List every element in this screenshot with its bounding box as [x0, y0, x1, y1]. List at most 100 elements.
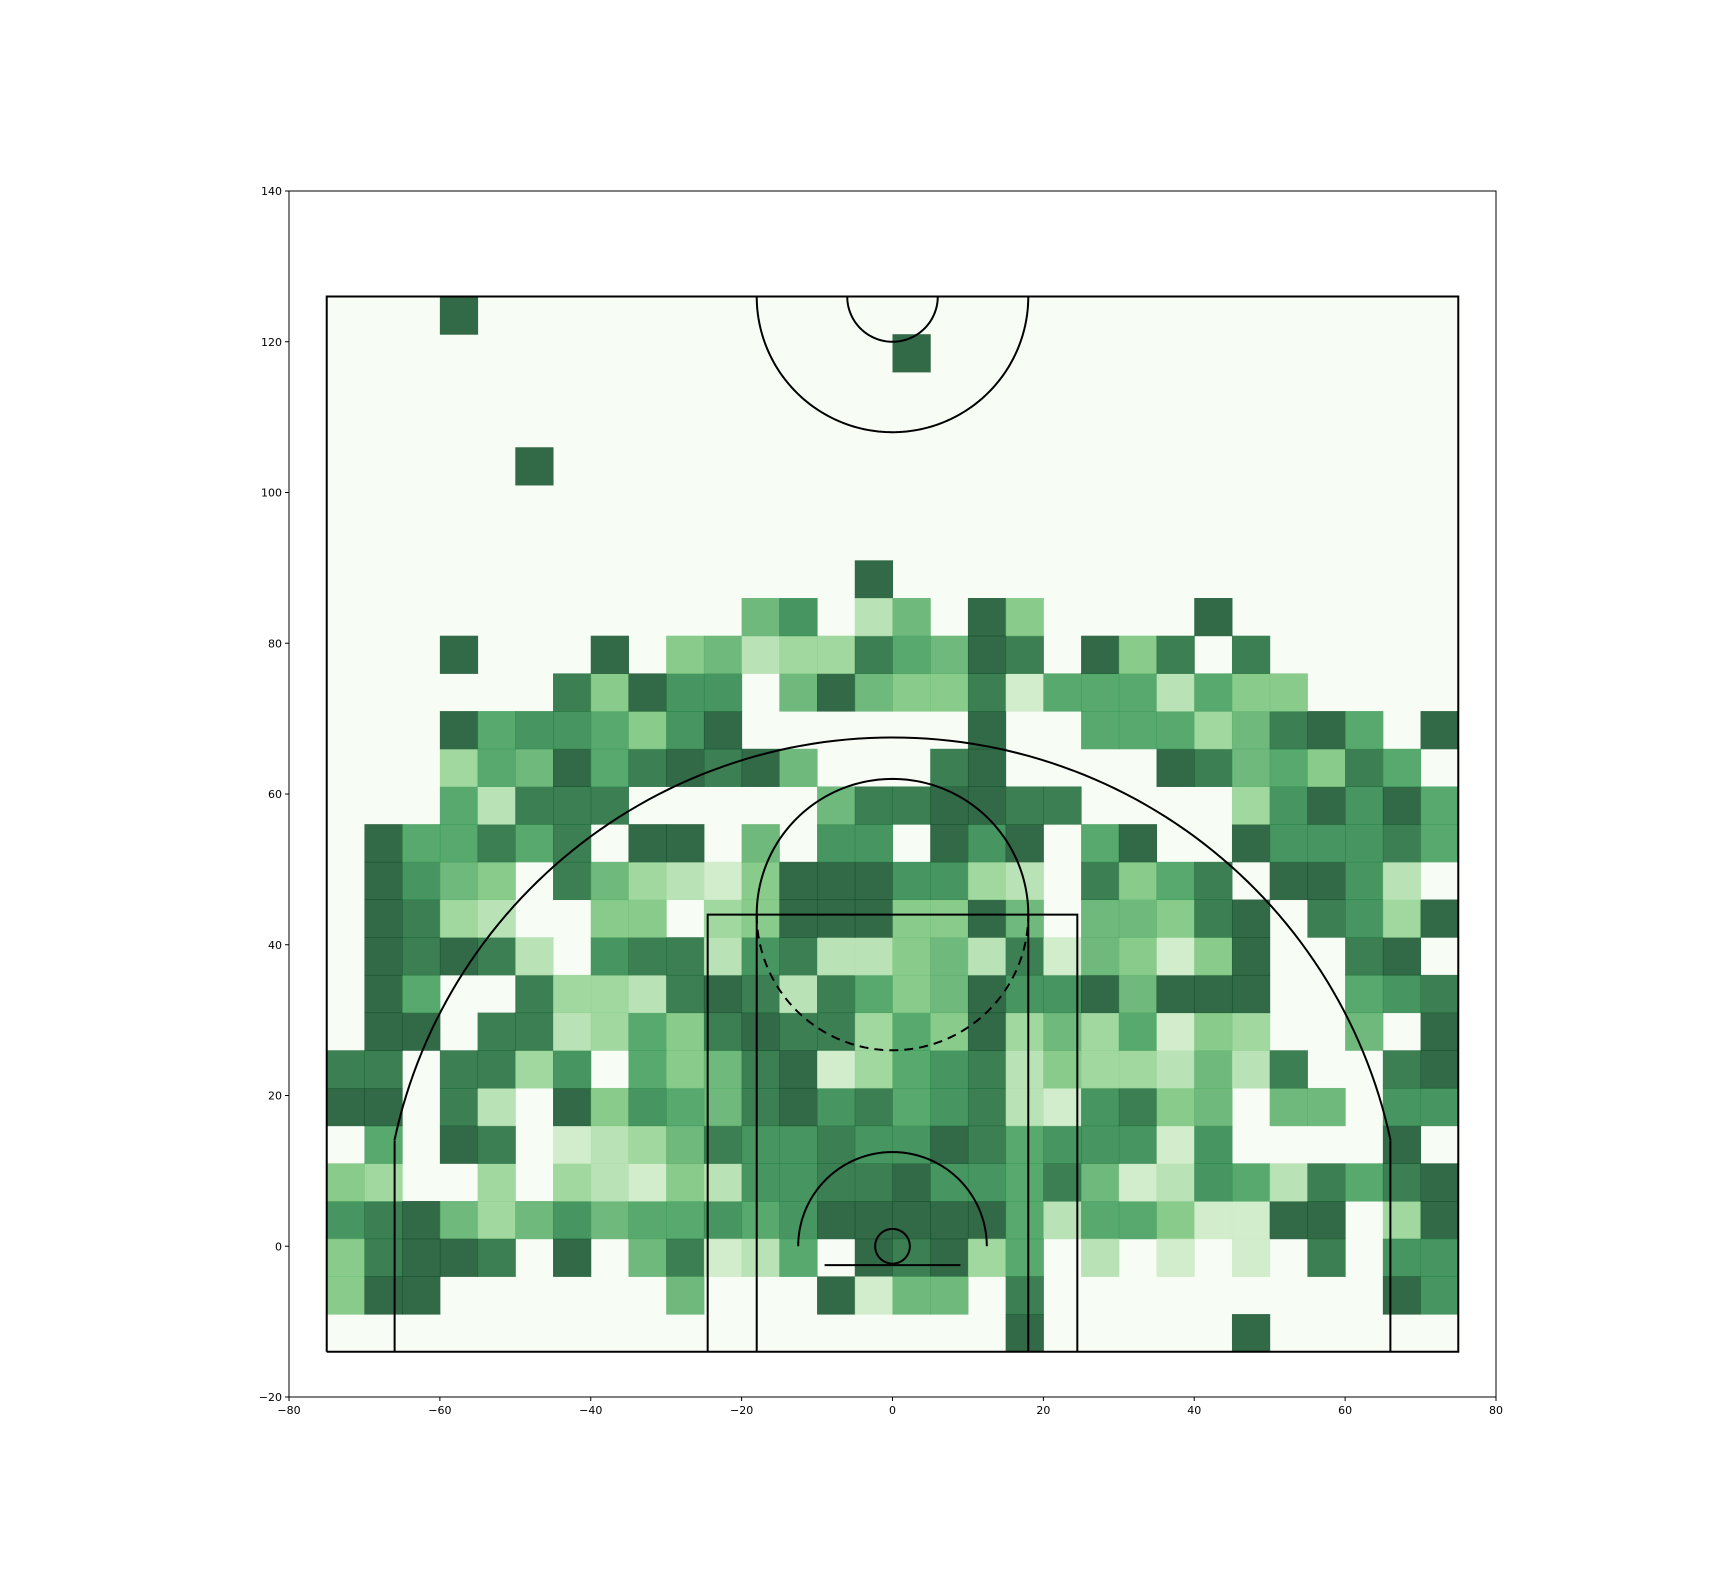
heatmap-cell: [892, 899, 931, 938]
heatmap-cell: [326, 1087, 365, 1127]
heatmap-cell: [703, 1012, 743, 1051]
heatmap-cell: [1269, 748, 1308, 787]
heatmap-cell: [1005, 899, 1044, 938]
heatmap-cell: [1231, 786, 1271, 825]
heatmap-cell: [703, 711, 743, 750]
heatmap-cell: [1005, 974, 1044, 1014]
heatmap-cell: [553, 748, 592, 787]
heatmap-cell: [703, 1125, 743, 1164]
heatmap-cell: [741, 1050, 780, 1089]
y-tick-label: 80: [268, 637, 282, 650]
heatmap-cell: [1118, 1012, 1158, 1051]
heatmap-cell: [1081, 899, 1120, 938]
heatmap-cell: [817, 974, 856, 1014]
heatmap-cell: [930, 974, 969, 1014]
heatmap-cell: [326, 1238, 365, 1277]
heatmap-cell: [515, 937, 554, 976]
heatmap-cell: [1194, 1125, 1233, 1164]
heatmap-cell: [1005, 635, 1044, 674]
heatmap-cell: [1118, 974, 1158, 1014]
heatmap-cell: [1043, 1050, 1082, 1089]
heatmap-cell: [1081, 1201, 1120, 1240]
heatmap-cell: [930, 786, 969, 825]
heatmap-cell: [515, 1050, 554, 1089]
heatmap-cell: [741, 1201, 780, 1240]
heatmap-cell: [439, 1087, 479, 1127]
heatmap-cell: [967, 824, 1007, 863]
heatmap-cell: [439, 937, 479, 976]
heatmap-cell: [930, 748, 969, 787]
heatmap-cell: [590, 899, 629, 938]
hoop: [874, 1227, 911, 1265]
heatmap-cell: [628, 673, 667, 712]
heatmap-cell: [666, 1125, 705, 1164]
heatmap-cell: [1345, 711, 1384, 750]
heatmap-cell: [628, 974, 667, 1014]
heatmap-cell: [628, 824, 667, 863]
heatmap-cell: [854, 974, 893, 1014]
heatmap-cell: [1382, 748, 1422, 787]
heatmap-cell: [1005, 1087, 1044, 1127]
x-axis-ticks: −80 −60 −40 −20 0 20 40 60 80: [277, 1397, 1503, 1417]
heatmap-cell: [666, 1201, 705, 1240]
heatmap-cell: [628, 861, 667, 901]
heatmap-cell: [703, 899, 743, 938]
heatmap-cell: [892, 1238, 931, 1277]
heatmap-cell: [892, 1012, 931, 1051]
heatmap-cell: [515, 748, 554, 787]
heatmap-cell: [1194, 1201, 1233, 1240]
heatmap-cell: [628, 1087, 667, 1127]
heatmap-cell: [817, 1201, 856, 1240]
heatmap-cell: [1005, 1276, 1044, 1315]
heatmap-cell: [1118, 1087, 1158, 1127]
heatmap-cell: [402, 1012, 441, 1051]
heatmap-cell: [741, 635, 780, 674]
heatmap-cell: [892, 598, 931, 637]
heatmap-cell: [1345, 974, 1384, 1014]
heatmap-cell: [930, 1050, 969, 1089]
heatmap-cell: [1156, 1238, 1195, 1277]
heatmap-cell: [1231, 1163, 1271, 1202]
heatmap-cell: [779, 673, 818, 712]
heatmap-cell: [854, 598, 893, 637]
heatmap-cell: [1118, 899, 1158, 938]
heatmap-cell: [854, 1050, 893, 1089]
heatmap-cell: [1194, 937, 1233, 976]
heatmap-cell: [930, 1201, 969, 1240]
heatmap-cell: [515, 711, 554, 750]
heatmap-cell: [477, 1087, 516, 1127]
heatmap-cell: [779, 1087, 818, 1127]
heatmap-cell: [967, 974, 1007, 1014]
heatmap-cell: [553, 1163, 592, 1202]
heatmap-cell: [817, 1050, 856, 1089]
heatmap-cell: [439, 824, 479, 863]
heatmap-cell: [741, 1012, 780, 1051]
heatmap-cell: [892, 635, 931, 674]
heatmap-cell: [1156, 899, 1195, 938]
heatmap-cell: [1005, 1201, 1044, 1240]
heatmap-cell: [439, 1050, 479, 1089]
heatmap-cell: [1231, 974, 1271, 1014]
heatmap-cell: [1382, 824, 1422, 863]
heatmap-cell: [666, 937, 705, 976]
heatmap-cell: [741, 899, 780, 938]
heatmap-cell: [1081, 1125, 1120, 1164]
heatmap-cell: [1043, 1201, 1082, 1240]
heatmap-cell: [967, 1012, 1007, 1051]
x-tick-label: 80: [1489, 1404, 1503, 1417]
heatmap-cell: [439, 635, 479, 674]
heatmap-cell: [1345, 1163, 1384, 1202]
heatmap-cell: [590, 635, 629, 674]
heatmap-cell: [1307, 786, 1346, 825]
heatmap-cell: [1231, 635, 1271, 674]
restricted-area-arc: [797, 1151, 988, 1247]
heatmap-cell: [967, 861, 1007, 901]
heatmap-cell: [1231, 1012, 1271, 1051]
y-tick-label: 20: [268, 1090, 282, 1103]
heatmap-cell: [892, 974, 931, 1014]
y-axis-ticks: −20 0 20 40 60 80 100 120 140: [259, 185, 289, 1404]
heatmap-cell: [892, 861, 931, 901]
heatmap-cell: [1231, 937, 1271, 976]
heatmap-cell: [628, 711, 667, 750]
heatmap-cell: [703, 1238, 743, 1277]
